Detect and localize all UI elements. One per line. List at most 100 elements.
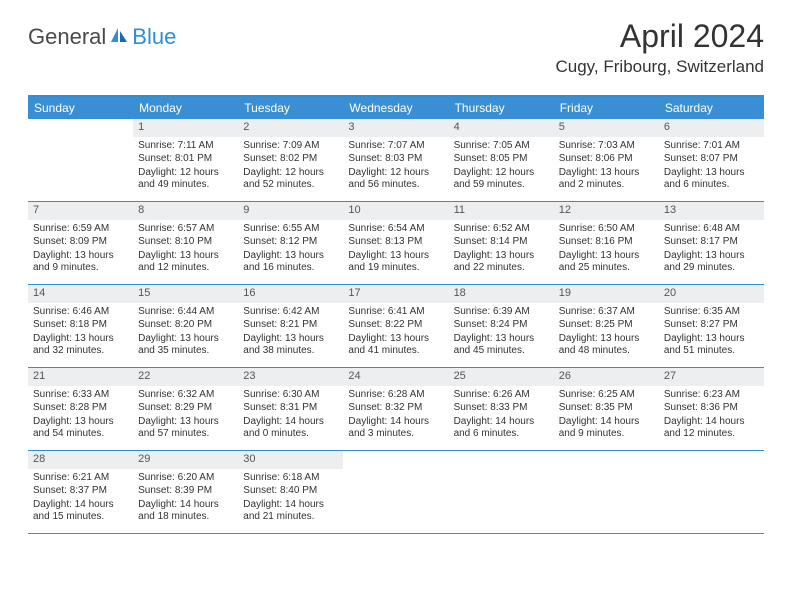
daylight-text: Daylight: 14 hours and 6 minutes. bbox=[454, 416, 549, 441]
sunset-text: Sunset: 8:09 PM bbox=[33, 236, 128, 249]
calendar-body: 1Sunrise: 7:11 AMSunset: 8:01 PMDaylight… bbox=[28, 119, 764, 534]
sunset-text: Sunset: 8:40 PM bbox=[243, 485, 338, 498]
daylight-text: Daylight: 13 hours and 25 minutes. bbox=[559, 250, 654, 275]
calendar-day: 19 Sunrise: 6:37 AMSunset: 8:25 PMDayligh… bbox=[554, 285, 659, 367]
weekday-header: Saturday bbox=[659, 97, 764, 119]
day-number: 25 bbox=[449, 368, 554, 386]
daylight-text: Daylight: 13 hours and 29 minutes. bbox=[664, 250, 759, 275]
sunset-text: Sunset: 8:21 PM bbox=[243, 319, 338, 332]
calendar-day: 3Sunrise: 7:07 AMSunset: 8:03 PMDaylight… bbox=[343, 119, 448, 201]
day-number: 13 bbox=[659, 202, 764, 220]
day-details: Sunrise: 6:21 AMSunset: 8:37 PMDaylight:… bbox=[28, 472, 133, 529]
day-details: Sunrise: 6:28 AMSunset: 8:32 PMDaylight:… bbox=[343, 389, 448, 446]
sunset-text: Sunset: 8:07 PM bbox=[664, 153, 759, 166]
sunrise-text: Sunrise: 6:46 AM bbox=[33, 306, 128, 319]
sunrise-text: Sunrise: 6:54 AM bbox=[348, 223, 443, 236]
location-subtitle: Cugy, Fribourg, Switzerland bbox=[556, 57, 765, 77]
daylight-text: Daylight: 13 hours and 51 minutes. bbox=[664, 333, 759, 358]
calendar-day: 26Sunrise: 6:25 AMSunset: 8:35 PMDayligh… bbox=[554, 368, 659, 450]
header: General Blue April 2024 Cugy, Fribourg, … bbox=[0, 0, 792, 85]
sunset-text: Sunset: 8:29 PM bbox=[138, 402, 233, 415]
calendar-day: 1Sunrise: 7:11 AMSunset: 8:01 PMDaylight… bbox=[133, 119, 238, 201]
daylight-text: Daylight: 13 hours and 38 minutes. bbox=[243, 333, 338, 358]
day-number: 17 bbox=[343, 285, 448, 303]
day-details: Sunrise: 6:57 AMSunset: 8:10 PMDaylight:… bbox=[133, 223, 238, 280]
daylight-text: Daylight: 14 hours and 9 minutes. bbox=[559, 416, 654, 441]
calendar-day: 18Sunrise: 6:39 AMSunset: 8:24 PMDayligh… bbox=[449, 285, 554, 367]
calendar-day bbox=[449, 451, 554, 533]
title-block: April 2024 Cugy, Fribourg, Switzerland bbox=[556, 18, 765, 77]
day-details: Sunrise: 6:44 AMSunset: 8:20 PMDaylight:… bbox=[133, 306, 238, 363]
calendar-week: 7Sunrise: 6:59 AMSunset: 8:09 PMDaylight… bbox=[28, 202, 764, 285]
sunrise-text: Sunrise: 7:09 AM bbox=[243, 140, 338, 153]
sunset-text: Sunset: 8:27 PM bbox=[664, 319, 759, 332]
daylight-text: Daylight: 13 hours and 35 minutes. bbox=[138, 333, 233, 358]
daylight-text: Daylight: 13 hours and 22 minutes. bbox=[454, 250, 549, 275]
day-details: Sunrise: 6:18 AMSunset: 8:40 PMDaylight:… bbox=[238, 472, 343, 529]
logo-text-blue: Blue bbox=[132, 24, 176, 50]
day-number: 8 bbox=[133, 202, 238, 220]
day-details: Sunrise: 7:01 AMSunset: 8:07 PMDaylight:… bbox=[659, 140, 764, 197]
sunset-text: Sunset: 8:01 PM bbox=[138, 153, 233, 166]
day-number: 23 bbox=[238, 368, 343, 386]
day-number: 3 bbox=[343, 119, 448, 137]
day-details: Sunrise: 6:37 AMSunset: 8:25 PMDaylight:… bbox=[554, 306, 659, 363]
day-number: 2 bbox=[238, 119, 343, 137]
daylight-text: Daylight: 14 hours and 18 minutes. bbox=[138, 499, 233, 524]
calendar-day: 10Sunrise: 6:54 AMSunset: 8:13 PMDayligh… bbox=[343, 202, 448, 284]
sunset-text: Sunset: 8:36 PM bbox=[664, 402, 759, 415]
calendar-day: 23Sunrise: 6:30 AMSunset: 8:31 PMDayligh… bbox=[238, 368, 343, 450]
sunrise-text: Sunrise: 6:18 AM bbox=[243, 472, 338, 485]
day-details: Sunrise: 6:32 AMSunset: 8:29 PMDaylight:… bbox=[133, 389, 238, 446]
calendar-day: 14Sunrise: 6:46 AMSunset: 8:18 PMDayligh… bbox=[28, 285, 133, 367]
sunset-text: Sunset: 8:39 PM bbox=[138, 485, 233, 498]
calendar-day: 17Sunrise: 6:41 AMSunset: 8:22 PMDayligh… bbox=[343, 285, 448, 367]
daylight-text: Daylight: 12 hours and 52 minutes. bbox=[243, 167, 338, 192]
sunset-text: Sunset: 8:02 PM bbox=[243, 153, 338, 166]
weekday-header: Tuesday bbox=[238, 97, 343, 119]
day-number: 6 bbox=[659, 119, 764, 137]
day-number: 27 bbox=[659, 368, 764, 386]
calendar-week: 21 Sunrise: 6:33 AMSunset: 8:28 PMDayligh… bbox=[28, 368, 764, 451]
sunset-text: Sunset: 8:37 PM bbox=[33, 485, 128, 498]
sunset-text: Sunset: 8:12 PM bbox=[243, 236, 338, 249]
calendar-day: 15Sunrise: 6:44 AMSunset: 8:20 PMDayligh… bbox=[133, 285, 238, 367]
day-number: 19 bbox=[554, 285, 659, 303]
day-details: Sunrise: 6:39 AMSunset: 8:24 PMDaylight:… bbox=[449, 306, 554, 363]
day-number: 7 bbox=[28, 202, 133, 220]
sunrise-text: Sunrise: 6:42 AM bbox=[243, 306, 338, 319]
sunrise-text: Sunrise: 6:32 AM bbox=[138, 389, 233, 402]
calendar-week: 28Sunrise: 6:21 AMSunset: 8:37 PMDayligh… bbox=[28, 451, 764, 534]
day-details: Sunrise: 7:11 AMSunset: 8:01 PMDaylight:… bbox=[133, 140, 238, 197]
calendar-day: 25 Sunrise: 6:26 AMSunset: 8:33 PMDayligh… bbox=[449, 368, 554, 450]
calendar-week: 1Sunrise: 7:11 AMSunset: 8:01 PMDaylight… bbox=[28, 119, 764, 202]
day-number: 26 bbox=[554, 368, 659, 386]
day-number: 12 bbox=[554, 202, 659, 220]
day-number: 14 bbox=[28, 285, 133, 303]
day-number: 24 bbox=[343, 368, 448, 386]
sunset-text: Sunset: 8:16 PM bbox=[559, 236, 654, 249]
day-number: 21 bbox=[28, 368, 133, 386]
sunrise-text: Sunrise: 6:23 AM bbox=[664, 389, 759, 402]
sunrise-text: Sunrise: 6:50 AM bbox=[559, 223, 654, 236]
day-details: Sunrise: 7:09 AMSunset: 8:02 PMDaylight:… bbox=[238, 140, 343, 197]
daylight-text: Daylight: 13 hours and 41 minutes. bbox=[348, 333, 443, 358]
daylight-text: Daylight: 13 hours and 12 minutes. bbox=[138, 250, 233, 275]
sunrise-text: Sunrise: 7:07 AM bbox=[348, 140, 443, 153]
sunrise-text: Sunrise: 6:48 AM bbox=[664, 223, 759, 236]
calendar-day: 4Sunrise: 7:05 AMSunset: 8:05 PMDaylight… bbox=[449, 119, 554, 201]
day-number: 30 bbox=[238, 451, 343, 469]
day-details: Sunrise: 6:26 AMSunset: 8:33 PMDaylight:… bbox=[449, 389, 554, 446]
day-details: Sunrise: 6:33 AMSunset: 8:28 PMDaylight:… bbox=[28, 389, 133, 446]
calendar-day: 7Sunrise: 6:59 AMSunset: 8:09 PMDaylight… bbox=[28, 202, 133, 284]
day-details: Sunrise: 6:52 AMSunset: 8:14 PMDaylight:… bbox=[449, 223, 554, 280]
weekday-header: Sunday bbox=[28, 97, 133, 119]
weekday-header: Thursday bbox=[449, 97, 554, 119]
sunset-text: Sunset: 8:17 PM bbox=[664, 236, 759, 249]
calendar-day: 16Sunrise: 6:42 AMSunset: 8:21 PMDayligh… bbox=[238, 285, 343, 367]
daylight-text: Daylight: 13 hours and 45 minutes. bbox=[454, 333, 549, 358]
day-details: Sunrise: 6:35 AMSunset: 8:27 PMDaylight:… bbox=[659, 306, 764, 363]
daylight-text: Daylight: 13 hours and 2 minutes. bbox=[559, 167, 654, 192]
day-details: Sunrise: 6:48 AMSunset: 8:17 PMDaylight:… bbox=[659, 223, 764, 280]
sunset-text: Sunset: 8:20 PM bbox=[138, 319, 233, 332]
